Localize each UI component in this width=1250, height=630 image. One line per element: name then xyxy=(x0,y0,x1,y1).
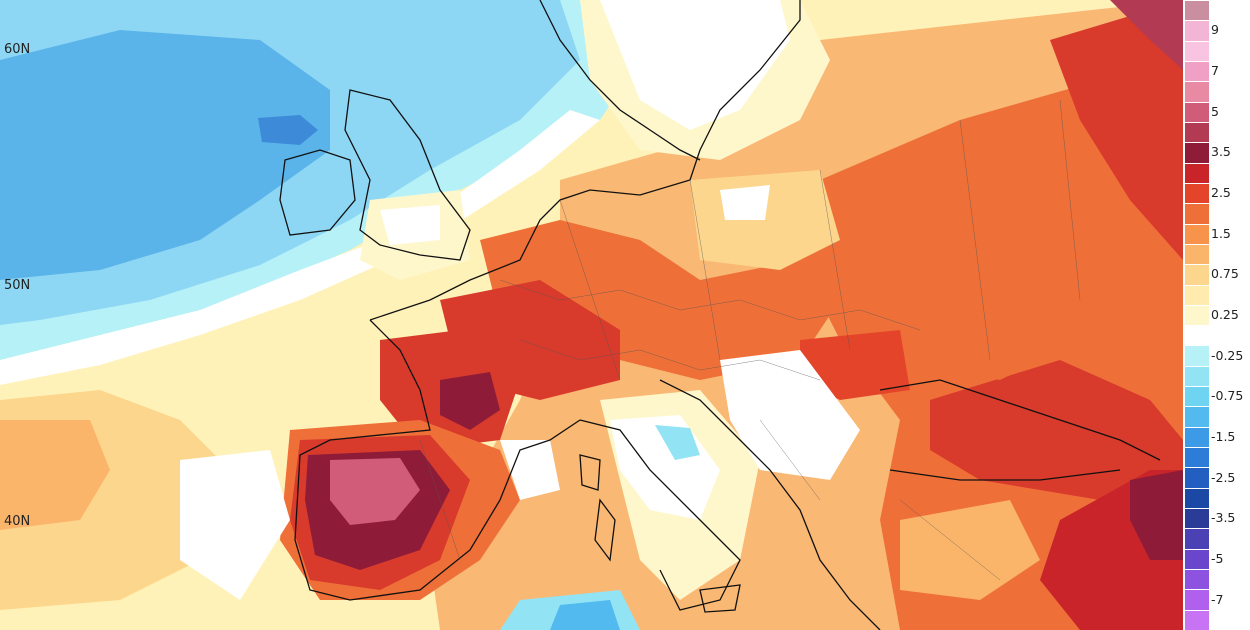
legend-swatch xyxy=(1185,203,1209,224)
legend-swatch xyxy=(1185,60,1209,82)
legend-swatch xyxy=(1185,101,1209,122)
legend-swatch xyxy=(1185,467,1209,488)
legend-swatch xyxy=(1185,0,1209,21)
anatolia-warm xyxy=(900,500,1040,600)
legend-label: 1.5 xyxy=(1211,225,1231,241)
legend-swatch xyxy=(1185,365,1209,387)
legend-label: 9 xyxy=(1211,22,1219,38)
legend-swatch xyxy=(1185,548,1209,570)
lat-label-50n: 50N xyxy=(4,278,31,293)
anomaly-map: 60N 50N 40N xyxy=(0,0,1183,630)
coastlines xyxy=(279,0,1161,630)
legend-swatch xyxy=(1185,569,1209,590)
iberia-extreme xyxy=(330,458,420,525)
romania-hot xyxy=(800,330,910,400)
northeast-very-hot xyxy=(1110,0,1183,70)
legend-swatch xyxy=(1185,325,1209,346)
legend-swatch xyxy=(1185,487,1209,509)
sicily-cool-inner xyxy=(550,600,620,630)
legend-label: 0.75 xyxy=(1211,266,1239,282)
color-legend: 9 7 5 3.5 2.5 1.5 0.75 0.25 -0.25 -0.75 -1.5 -2.5 -3… xyxy=(1183,0,1250,630)
legend-label: 7 xyxy=(1211,63,1219,79)
map-canvas xyxy=(0,0,1183,630)
legend-label: -2.5 xyxy=(1211,469,1236,485)
atlantic-cool-core xyxy=(258,115,318,145)
legend-swatch xyxy=(1185,609,1209,630)
legend-swatch xyxy=(1185,508,1209,529)
legend-swatch xyxy=(1185,81,1209,102)
legend-swatch xyxy=(1185,528,1209,549)
legend-label: -1.5 xyxy=(1211,428,1236,444)
legend-label: -7 xyxy=(1211,591,1224,607)
legend-label: -0.75 xyxy=(1211,388,1244,404)
west-med-white xyxy=(500,440,560,500)
legend-swatch xyxy=(1185,121,1209,143)
legend-label: -0.25 xyxy=(1211,347,1244,363)
atlantic-west-warm-mid xyxy=(0,420,110,530)
legend-swatch xyxy=(1185,182,1209,204)
legend-swatch xyxy=(1185,20,1209,41)
atlantic-cool-inner xyxy=(0,30,330,280)
legend-swatch xyxy=(1185,264,1209,285)
legend-swatch xyxy=(1185,243,1209,265)
legend-swatch xyxy=(1185,223,1209,244)
lat-label-60n: 60N xyxy=(4,42,31,57)
legend-swatch xyxy=(1185,304,1209,326)
legend-swatch xyxy=(1185,426,1209,448)
poland-white xyxy=(720,185,770,220)
legend-label: 2.5 xyxy=(1211,185,1231,201)
tyrrhenian-cool xyxy=(655,425,700,460)
legend-label: -3.5 xyxy=(1211,510,1236,526)
legend-swatch xyxy=(1185,406,1209,427)
east-hot xyxy=(1050,0,1183,260)
legend-swatch xyxy=(1185,284,1209,305)
white-band xyxy=(0,110,600,385)
legend-swatch xyxy=(1185,386,1209,407)
balkans-white xyxy=(720,350,860,480)
legend-label: 0.25 xyxy=(1211,307,1239,322)
legend-label: -5 xyxy=(1211,550,1224,566)
ukraine-warm-high xyxy=(840,230,1100,380)
legend-swatch xyxy=(1185,589,1209,610)
france-very-hot xyxy=(440,372,500,430)
legend-swatch xyxy=(1185,447,1209,468)
scandinavia-white xyxy=(600,0,790,130)
legend-label: 5 xyxy=(1211,103,1219,119)
uk-white xyxy=(380,205,440,245)
turkey-very-hot xyxy=(1130,470,1183,560)
legend-label: 3.5 xyxy=(1211,144,1231,160)
legend-swatch xyxy=(1185,40,1209,61)
legend-swatch xyxy=(1185,142,1209,163)
lat-label-40n: 40N xyxy=(4,514,31,529)
admin-borders xyxy=(419,99,1081,581)
legend-swatch xyxy=(1185,345,1209,366)
atlantic-bay-white xyxy=(180,450,290,600)
legend-swatch xyxy=(1185,162,1209,183)
